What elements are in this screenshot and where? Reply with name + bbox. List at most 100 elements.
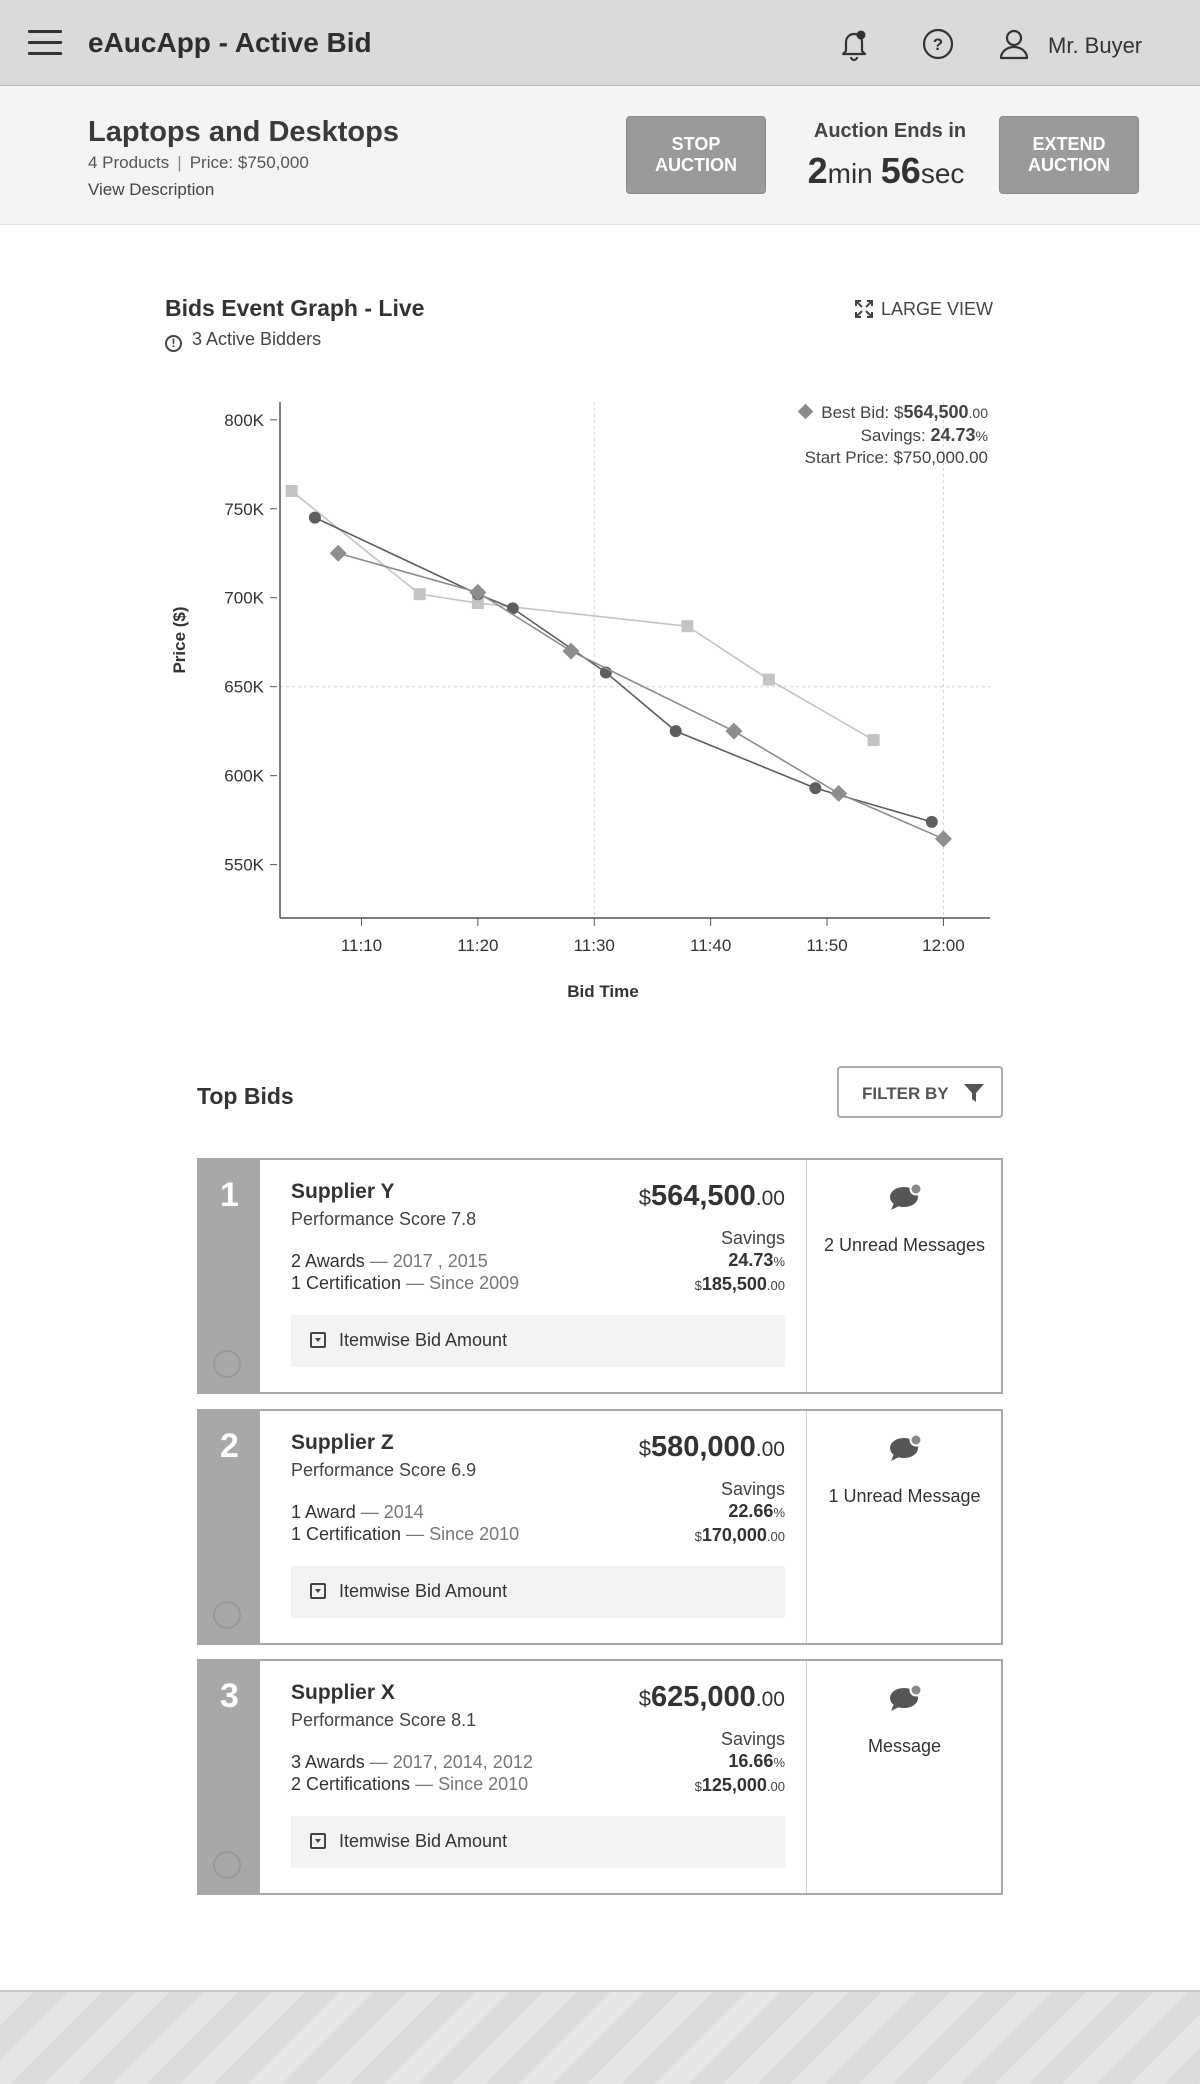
category-meta: 4 Products | Price: $750,000: [88, 153, 309, 173]
performance-score: Performance Score 7.8: [291, 1209, 477, 1229]
large-view-button[interactable]: LARGE VIEW: [855, 299, 993, 320]
user-name[interactable]: Mr. Buyer: [1048, 33, 1143, 58]
expand-icon: [855, 300, 873, 318]
best-bid-value: 564,500: [903, 402, 969, 422]
data-point-diamond: [934, 830, 952, 848]
supplier-name[interactable]: Supplier X: [291, 1681, 395, 1704]
savings-amount-value: 185,500: [701, 1274, 767, 1294]
savings-amount: $170,000.00: [695, 1524, 785, 1548]
filter-by-label: FILTER BY: [862, 1084, 949, 1103]
rank-number: 1: [220, 1176, 239, 1214]
savings-amount-decimals: .00: [766, 1529, 785, 1544]
meta-separator: |: [177, 153, 182, 172]
certifications-line: 1 Certification — Since 2009: [291, 1273, 519, 1294]
chart-axes: 550K 600K 650K 700K 750K 800K 11:10 11:20 11:30 1…: [224, 402, 990, 955]
data-point-circle: [669, 725, 682, 738]
bid-amount-main: 564,500: [650, 1180, 756, 1212]
savings-amount: $125,000.00: [695, 1774, 785, 1798]
active-bidders: ! 3 Active Bidders: [165, 329, 321, 352]
certifications-count: 2 Certifications: [291, 1774, 411, 1794]
notification-bell-icon[interactable]: [836, 26, 872, 62]
awards-line: 3 Awards — 2017, 2014, 2012: [291, 1752, 533, 1773]
performance-score: Performance Score 8.1: [291, 1710, 477, 1730]
itemwise-bid-amount-toggle[interactable]: Itemwise Bid Amount: [291, 1315, 785, 1367]
select-radio[interactable]: [213, 1350, 241, 1378]
x-tick-label: 11:50: [806, 936, 847, 955]
messages-cell[interactable]: Message: [806, 1661, 1001, 1893]
awards-years: — 2017 , 2015: [364, 1251, 488, 1271]
category-title: Laptops and Desktops: [88, 116, 399, 148]
savings-percent-value: 22.66: [728, 1501, 774, 1521]
savings-value: 24.73: [930, 425, 976, 445]
supplier-name[interactable]: Supplier Z: [291, 1431, 394, 1454]
awards-years: — 2014: [355, 1502, 424, 1522]
series-line: [291, 490, 875, 741]
messages-cell[interactable]: 1 Unread Message: [806, 1411, 1001, 1643]
category-price: Price: $750,000: [189, 153, 309, 172]
data-point-diamond: [469, 583, 487, 601]
data-point-circle: [925, 815, 938, 828]
chat-bubble-icon: [890, 1683, 923, 1711]
bid-card-3[interactable]: 3 Supplier X Performance Score 8.1 3 Awa…: [197, 1659, 1003, 1895]
itemwise-bid-amount-toggle[interactable]: Itemwise Bid Amount: [291, 1816, 785, 1868]
savings-amount: $185,500.00: [695, 1273, 785, 1297]
stop-auction-button[interactable]: STOP AUCTION: [626, 116, 766, 194]
user-icon[interactable]: [996, 26, 1032, 62]
bid-card-1[interactable]: 1 Supplier Y Performance Score 7.8 2 Awa…: [197, 1158, 1003, 1394]
y-tick-label: 700K: [224, 589, 264, 608]
data-point-circle: [308, 511, 321, 524]
data-point-diamond: [562, 642, 580, 660]
legend-best-bid: Best Bid: $564,500.00: [797, 401, 988, 424]
data-point-diamond: [725, 722, 743, 740]
best-bid-decimals: .00: [968, 405, 988, 421]
select-radio[interactable]: [213, 1851, 241, 1879]
legend-start-price: Start Price: $750,000.00: [804, 448, 988, 467]
itemwise-label: Itemwise Bid Amount: [339, 1330, 508, 1350]
savings-currency: $: [694, 1529, 702, 1544]
savings-label: Savings: [720, 1228, 785, 1248]
savings-block: Savings 16.66% $125,000.00: [695, 1728, 785, 1798]
awards-line: 2 Awards — 2017 , 2015: [291, 1251, 488, 1272]
x-tick-label: 11:20: [457, 936, 498, 955]
certifications-line: 2 Certifications — Since 2010: [291, 1774, 528, 1795]
x-axis-label: Bid Time: [567, 982, 638, 1001]
savings-percent: 22.66%: [695, 1500, 785, 1524]
view-description-link[interactable]: View Description: [88, 180, 215, 199]
bid-amount: $564,500.00: [639, 1180, 785, 1213]
y-axis-label: Price ($): [170, 606, 189, 673]
data-point-diamond: [830, 784, 848, 802]
chart-legend: Best Bid: $564,500.00 Savings: 24.73% St…: [797, 401, 988, 469]
filter-by-button[interactable]: FILTER BY: [837, 1066, 1003, 1118]
messages-cell[interactable]: 2 Unread Messages: [806, 1160, 1001, 1392]
product-count: 4 Products: [88, 153, 170, 172]
data-point-square: [867, 734, 880, 747]
savings-label: Savings: [720, 1729, 785, 1749]
savings-label: Savings: [720, 1479, 785, 1499]
svg-text:?: ?: [933, 35, 943, 54]
supplier-name[interactable]: Supplier Y: [291, 1180, 395, 1203]
menu-icon[interactable]: [28, 30, 62, 56]
dropdown-caret-icon: [310, 1332, 326, 1348]
awards-years: — 2017, 2014, 2012: [364, 1752, 533, 1772]
filter-icon: [964, 1084, 984, 1102]
x-tick-label: 11:10: [341, 936, 382, 955]
graph-title: Bids Event Graph - Live: [165, 295, 425, 321]
certifications-count: 1 Certification: [291, 1524, 402, 1544]
bid-card-2[interactable]: 2 Supplier Z Performance Score 6.9 1 Awa…: [197, 1409, 1003, 1645]
data-point-square: [681, 620, 694, 633]
x-tick-label: 12:00: [922, 936, 965, 955]
savings-block: Savings 22.66% $170,000.00: [695, 1478, 785, 1548]
rank-badge: 1: [199, 1160, 260, 1392]
info-icon: !: [165, 335, 182, 352]
auction-countdown: 2min 56sec: [780, 150, 1000, 192]
y-tick-label: 650K: [224, 678, 264, 697]
help-icon[interactable]: ?: [920, 26, 956, 62]
itemwise-bid-amount-toggle[interactable]: Itemwise Bid Amount: [291, 1566, 785, 1618]
series-line: [337, 552, 944, 840]
savings-currency: $: [694, 1278, 702, 1293]
certifications-count: 1 Certification: [291, 1273, 402, 1293]
itemwise-label: Itemwise Bid Amount: [339, 1831, 508, 1851]
select-radio[interactable]: [213, 1601, 241, 1629]
savings-amount-decimals: .00: [766, 1779, 785, 1794]
extend-auction-button[interactable]: EXTEND AUCTION: [999, 116, 1139, 194]
